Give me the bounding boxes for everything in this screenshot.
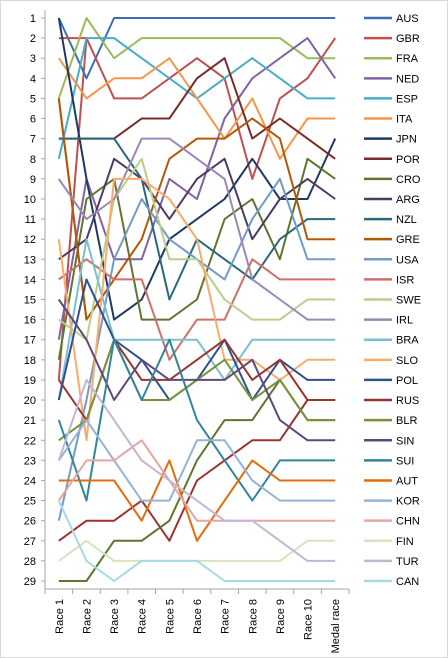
- y-tick-label: 16: [24, 315, 36, 327]
- x-tick-label: Race 2: [81, 599, 93, 634]
- y-tick-label: 28: [24, 556, 36, 568]
- y-tick-label: 3: [30, 53, 36, 65]
- y-tick-label: 14: [24, 274, 36, 286]
- y-tick-label: 22: [24, 435, 36, 447]
- legend-label: POR: [396, 154, 420, 166]
- legend-label: BLR: [396, 415, 417, 427]
- legend-label: FRA: [396, 53, 419, 65]
- y-tick-label: 9: [30, 174, 36, 186]
- series-line-gbr: [58, 37, 337, 180]
- y-tick-label: 2: [30, 33, 36, 45]
- legend-label: USA: [396, 254, 419, 266]
- legend-label: ISR: [396, 274, 414, 286]
- legend-label: POL: [396, 375, 418, 387]
- legend-label: AUT: [396, 475, 418, 487]
- legend-label: AUS: [396, 13, 419, 25]
- y-tick-label: 29: [24, 576, 36, 588]
- y-tick-label: 27: [24, 536, 36, 548]
- x-tick-label: Race 10: [303, 599, 315, 640]
- y-tick-labels: 1234567891011121314151617181920212223242…: [24, 13, 45, 588]
- y-tick-label: 1: [30, 13, 36, 25]
- y-tick-label: 12: [24, 234, 36, 246]
- y-tick-label: 5: [30, 93, 36, 105]
- series-line-sui: [57, 338, 336, 502]
- legend-label: ITA: [396, 114, 413, 126]
- legend: AUS GBR FRA NED ESP ITA JPN POR CRO ARG NZL GRE USA I…: [364, 13, 421, 588]
- legend-label: CAN: [396, 576, 419, 588]
- series-line-arg: [58, 157, 336, 261]
- series-line-can: [57, 500, 336, 582]
- series-line-swe: [58, 157, 336, 341]
- y-tick-label: 18: [24, 355, 36, 367]
- legend-label: CRO: [396, 174, 421, 186]
- y-tick-label: 17: [24, 335, 36, 347]
- legend-label: NZL: [396, 214, 417, 226]
- legend-label: CHN: [396, 516, 420, 528]
- y-tick-label: 25: [24, 496, 36, 508]
- series-line-gre: [57, 98, 336, 321]
- series-lines: [57, 17, 337, 582]
- y-tick-label: 6: [30, 114, 36, 126]
- x-tick-labels: Race 1 Race 2 Race 3 Race 4 Race 5 Race 6 Race…: [54, 599, 342, 653]
- x-tick-label: Race 1: [54, 599, 66, 634]
- series-line-bra: [57, 238, 336, 401]
- series-line-irl: [57, 137, 336, 321]
- x-tick-label: Race 3: [109, 599, 121, 634]
- x-tick-label: Medal race: [330, 599, 342, 653]
- legend-label: SLO: [396, 355, 418, 367]
- legend-label: NED: [396, 73, 419, 85]
- legend-label: SWE: [396, 295, 421, 307]
- series-line-fra: [57, 17, 336, 99]
- x-tick-label: Race 6: [192, 599, 204, 634]
- legend-label: JPN: [396, 134, 417, 146]
- y-tick-label: 21: [24, 415, 36, 427]
- legend-label: GBR: [396, 33, 420, 45]
- x-tick-label: Race 4: [137, 599, 149, 634]
- legend-label: SUI: [396, 455, 414, 467]
- y-tick-label: 4: [30, 73, 36, 85]
- x-tick-label: Race 9: [275, 599, 287, 634]
- y-tick-label: 7: [30, 134, 36, 146]
- legend-label: BRA: [396, 335, 419, 347]
- y-tick-label: 26: [24, 516, 36, 528]
- legend-label: KOR: [396, 496, 420, 508]
- x-tick-label: Race 8: [247, 599, 259, 634]
- series-line-ita: [57, 57, 336, 160]
- legend-label: FIN: [396, 536, 414, 548]
- y-tick-label: 10: [24, 194, 36, 206]
- y-tick-label: 19: [24, 375, 36, 387]
- legend-label: ESP: [396, 93, 418, 105]
- y-tick-label: 23: [24, 455, 36, 467]
- series-line-tur: [57, 378, 336, 562]
- legend-label: IRL: [396, 315, 413, 327]
- series-line-ned: [57, 37, 337, 340]
- y-tick-label: 20: [24, 395, 36, 407]
- series-line-kor: [57, 419, 336, 502]
- y-tick-label: 15: [24, 295, 36, 307]
- series-line-chn: [57, 439, 336, 522]
- y-tick-label: 13: [24, 254, 36, 266]
- legend-label: ARG: [396, 194, 420, 206]
- legend-label: GRE: [396, 234, 420, 246]
- legend-label: TUR: [396, 556, 419, 568]
- legend-label: SIN: [396, 435, 414, 447]
- x-tick-label: Race 5: [164, 599, 176, 634]
- y-tick-label: 8: [30, 154, 36, 166]
- y-tick-label: 11: [25, 214, 36, 226]
- legend-label: RUS: [396, 395, 419, 407]
- y-tick-label: 24: [24, 475, 36, 487]
- series-line-sin: [57, 298, 336, 442]
- x-tick-label: Race 7: [220, 599, 232, 634]
- series-line-aut: [58, 459, 336, 542]
